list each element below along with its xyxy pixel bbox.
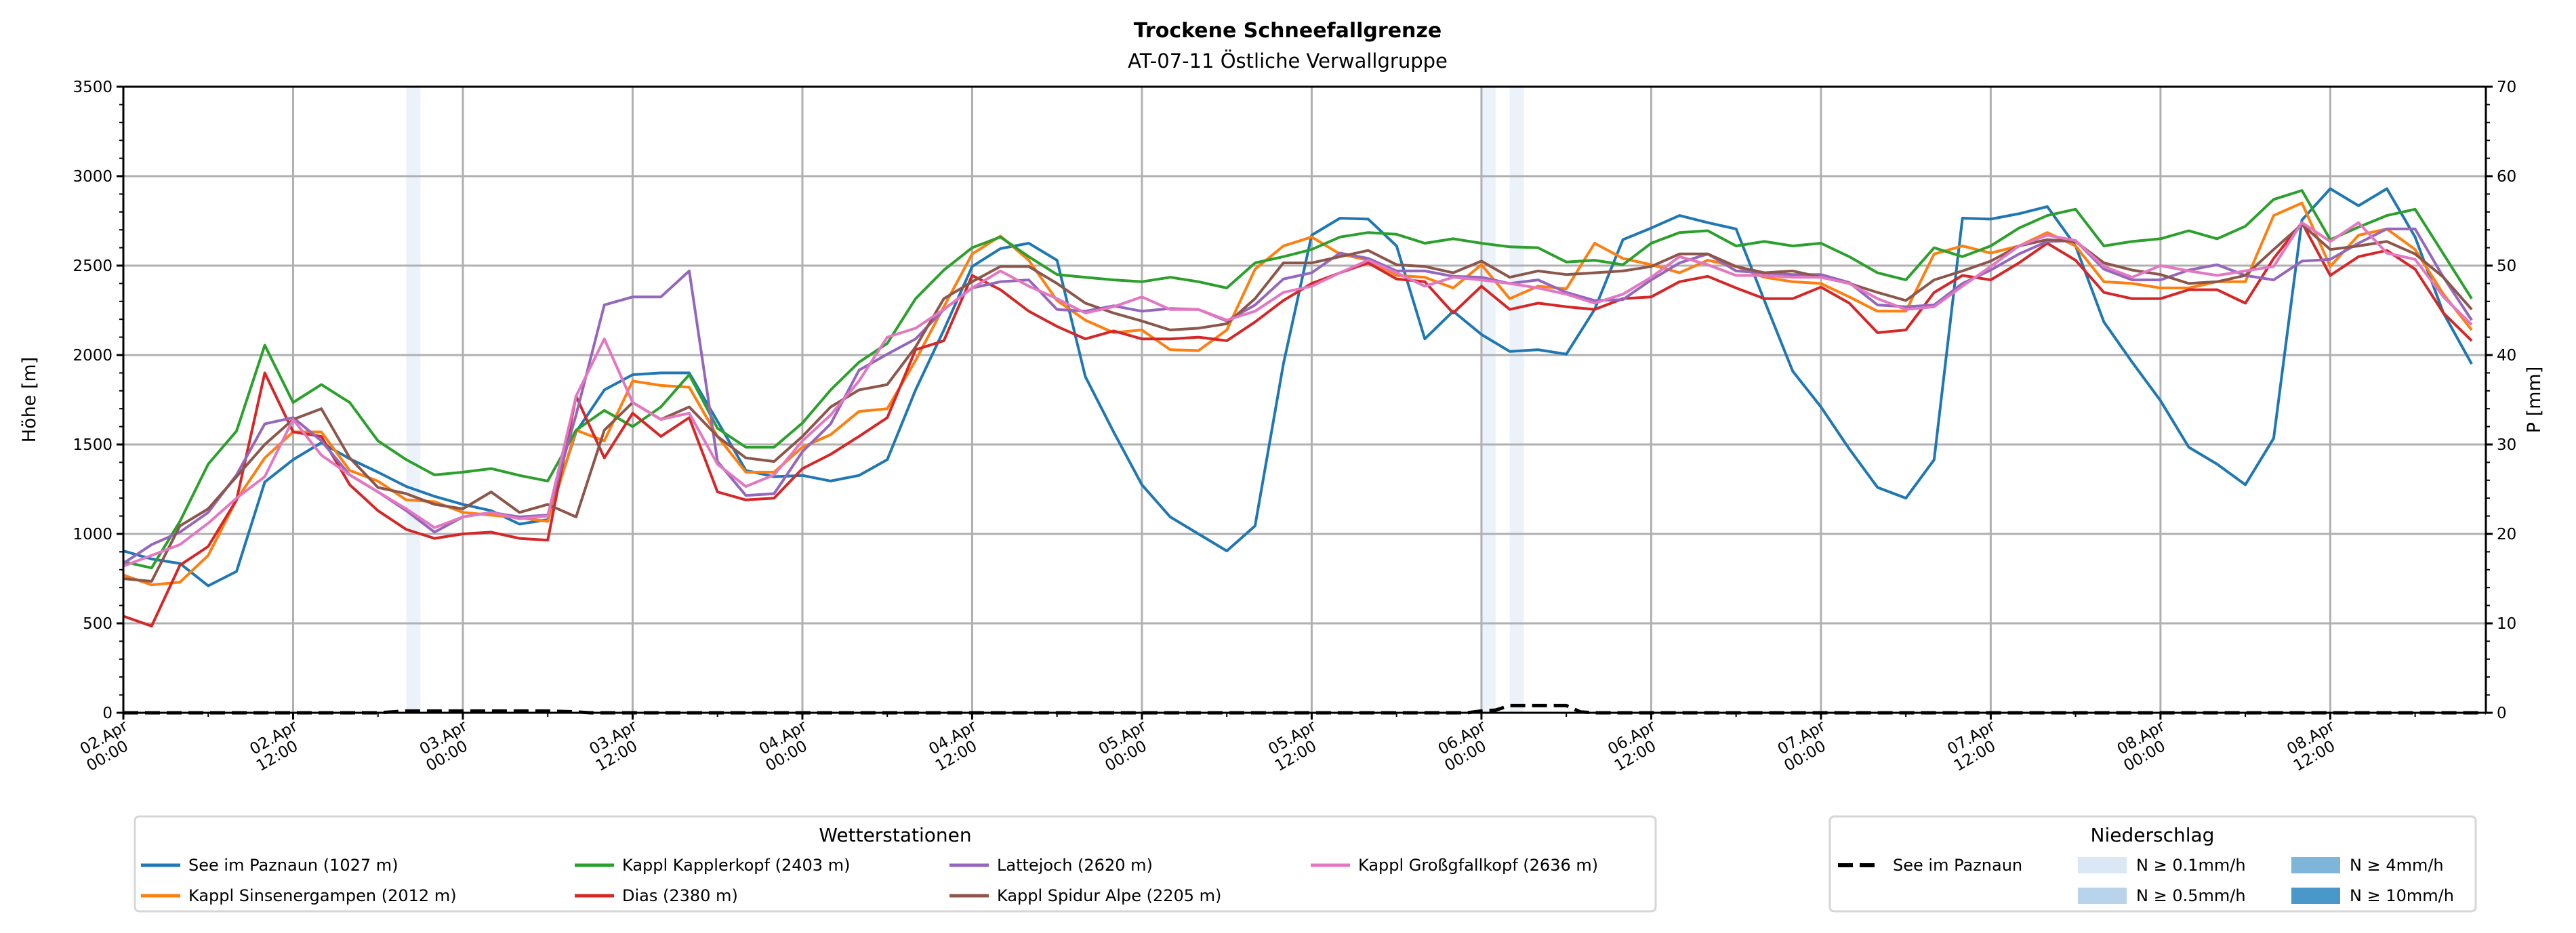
y-tick-label: 1500 <box>73 436 113 454</box>
legend-item: See im Paznaun (1027 m) <box>141 856 398 875</box>
precip-level-label: N ≥ 10mm/h <box>2350 886 2454 905</box>
y-tick-label: 2500 <box>73 257 113 275</box>
y2-tick-label: 10 <box>2497 615 2516 633</box>
y2-tick-label: 70 <box>2497 79 2516 96</box>
precip-level-label: N ≥ 0.5mm/h <box>2136 886 2246 905</box>
precip-line-group <box>123 703 2486 715</box>
legend-precip-title: Niederschlag <box>2091 824 2215 846</box>
legend-label: Kappl Großgfallkopf (2636 m) <box>1358 856 1598 875</box>
legend-item: Kappl Großgfallkopf (2636 m) <box>1311 856 1598 875</box>
legend-stations-frame <box>134 815 1657 913</box>
precip-band <box>1481 87 1496 713</box>
y-axis-label: Höhe [m] <box>19 357 40 443</box>
y2-tick-label: 50 <box>2497 257 2516 275</box>
legend-item: Dias (2380 m) <box>575 886 738 905</box>
series-line-4 <box>123 221 2473 627</box>
legend-item: Lattejoch (2620 m) <box>949 856 1153 875</box>
precip-line <box>123 703 2486 715</box>
legend-label: See im Paznaun (1027 m) <box>188 856 398 875</box>
legend-label: Lattejoch (2620 m) <box>997 856 1153 875</box>
legend-label: Kappl Spidur Alpe (2205 m) <box>997 886 1221 905</box>
y-tick-label: 0 <box>102 705 113 722</box>
precip-level-item: N ≥ 0.1mm/h <box>2078 856 2246 875</box>
chart-subtitle: AT-07-11 Östliche Verwallgruppe <box>1128 49 1448 72</box>
precip-level-swatch <box>2291 888 2340 904</box>
series-line-1 <box>123 187 2473 587</box>
plot-frame <box>122 85 2487 714</box>
series-lines <box>122 187 2473 627</box>
precip-band <box>1509 87 1524 713</box>
gridlines <box>122 85 2486 714</box>
y-tick-label: 1000 <box>73 526 113 543</box>
series-line-2 <box>123 201 2473 587</box>
precip-level-item: N ≥ 4mm/h <box>2291 856 2444 875</box>
legend-label: Kappl Kapplerkopf (2403 m) <box>622 856 850 875</box>
y-tick-label: 500 <box>83 615 113 633</box>
y-tick-label: 2000 <box>73 347 113 365</box>
y2-tick-label: 40 <box>2497 347 2516 365</box>
legend-precip: Niederschlag See im Paznaun N ≥ 0.1mm/h N… <box>1828 815 2477 913</box>
precip-level-item: N ≥ 10mm/h <box>2291 886 2454 905</box>
legend-item: Kappl Sinsenergampen (2012 m) <box>141 886 457 905</box>
precip-band <box>406 87 421 713</box>
legend-stations-title: Wetterstationen <box>819 824 971 846</box>
precip-level-swatch <box>2078 857 2127 873</box>
legend-item: Kappl Spidur Alpe (2205 m) <box>949 886 1221 905</box>
axes: 0 500 1000 1500 2000 2500 3000 3500 0 10 20 30 40 50 6… <box>73 79 2516 775</box>
precip-level-label: N ≥ 4mm/h <box>2350 856 2444 875</box>
y2-axis-label: P [mm] <box>2524 367 2545 434</box>
chart-title: Trockene Schneefallgrenze <box>1134 19 1442 43</box>
y2-tick-label: 60 <box>2497 168 2516 186</box>
precip-level-swatch <box>2078 888 2127 904</box>
legend-item: Kappl Kapplerkopf (2403 m) <box>575 856 850 875</box>
legend-stations: Wetterstationen See im Paznaun (1027 m) K… <box>134 815 1657 913</box>
series-line-7 <box>123 221 2473 568</box>
series-line-6 <box>123 223 2473 583</box>
legend-label: Kappl Sinsenergampen (2012 m) <box>188 886 457 905</box>
y2-tick-label: 0 <box>2497 705 2507 722</box>
y2-tick-label: 30 <box>2497 436 2516 454</box>
y2-tick-label: 20 <box>2497 526 2516 543</box>
series-line-3 <box>123 189 2473 570</box>
precip-level-label: N ≥ 0.1mm/h <box>2136 856 2246 875</box>
precip-level-swatch <box>2291 857 2340 873</box>
legend-label: Dias (2380 m) <box>622 886 738 905</box>
y-tick-label: 3500 <box>73 79 113 96</box>
legend-precip-line-label: See im Paznaun <box>1893 856 2022 875</box>
precip-level-item: N ≥ 0.5mm/h <box>2078 886 2246 905</box>
y-tick-label: 3000 <box>73 168 113 186</box>
